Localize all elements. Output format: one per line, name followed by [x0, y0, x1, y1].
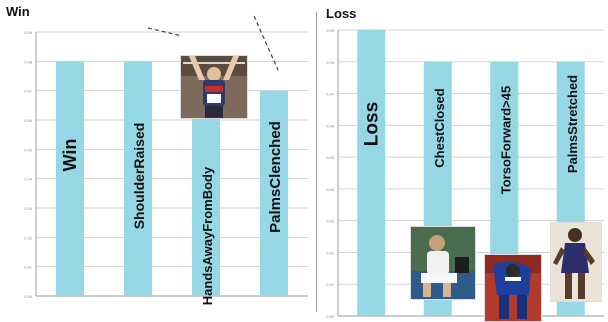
win-y-tick-label: 0.94 — [24, 177, 33, 182]
loss-y-tick-label: 0.90 — [326, 314, 335, 319]
loss-y-tick-label: 0.93 — [326, 219, 335, 224]
athlete-celebrating-photo — [180, 55, 248, 119]
win-y-tick-label: 0.90 — [24, 294, 33, 299]
win-y-tick-label: 0.98 — [24, 59, 33, 64]
win-bar-label: HandsAwayFromBody — [200, 166, 215, 305]
win-bar — [260, 90, 288, 297]
win-bar — [124, 61, 152, 297]
win-bar-label: ShoulderRaised — [131, 123, 147, 230]
loss-y-tick-label: 0.94 — [326, 187, 335, 192]
win-y-tick-label: 0.92 — [24, 235, 33, 240]
loss-chart-panel: Loss 0.90 0.91 0.92 0.93 0.94 0.95 0.96 0.97 0.9… — [322, 0, 608, 322]
loss-y-tick-label: 0.96 — [326, 123, 335, 128]
loss-bar-label: PalmsStretched — [565, 75, 580, 173]
panel-divider — [316, 12, 317, 312]
win-y-tick-label: 0.97 — [24, 89, 33, 94]
win-y-tick-label: 0.96 — [24, 118, 33, 123]
loss-bar — [357, 30, 386, 316]
win-chart-svg: 0.90 0.91 0.92 0.93 0.94 0.95 0.96 0.97 0.98 0.99… — [24, 15, 308, 305]
loss-bar-label: TorsoForward>45 — [498, 86, 513, 194]
loss-chart-svg: 0.90 0.91 0.92 0.93 0.94 0.95 0.96 0.97 0.98 0.99… — [326, 28, 604, 319]
win-chart-panel: Win 0.90 0.91 0.92 0.93 0.94 0.95 0.96 0.97 0.98… — [6, 4, 317, 312]
loss-y-tick-label: 0.98 — [326, 60, 335, 65]
loss-bar-label: ChestClosed — [432, 88, 447, 168]
loss-y-tick-label: 0.91 — [326, 282, 335, 287]
tennis-player-sitting-photo — [410, 226, 476, 300]
loss-y-tick-label: 0.95 — [326, 155, 335, 160]
pointer-line — [147, 27, 183, 37]
pointer-line — [253, 15, 279, 71]
win-bar-label: Win — [60, 139, 80, 172]
win-y-tick-label: 0.99 — [24, 30, 33, 35]
win-y-tick-label: 0.93 — [24, 206, 33, 211]
loss-chart-title: Loss — [326, 6, 357, 21]
loss-bar-label: Loss — [361, 102, 382, 146]
tennis-player-standing-photo — [550, 222, 602, 302]
loss-y-tick-label: 0.97 — [326, 92, 335, 97]
win-y-tick-label: 0.91 — [24, 265, 33, 270]
win-bar — [56, 61, 84, 297]
loss-y-tick-label: 0.92 — [326, 250, 335, 255]
loss-y-tick-label: 0.99 — [326, 28, 335, 33]
win-y-tick-label: 0.95 — [24, 147, 33, 152]
win-bar-label: PalmsClenched — [267, 121, 284, 233]
player-bent-over-photo — [484, 254, 542, 322]
win-chart-title: Win — [6, 4, 30, 19]
